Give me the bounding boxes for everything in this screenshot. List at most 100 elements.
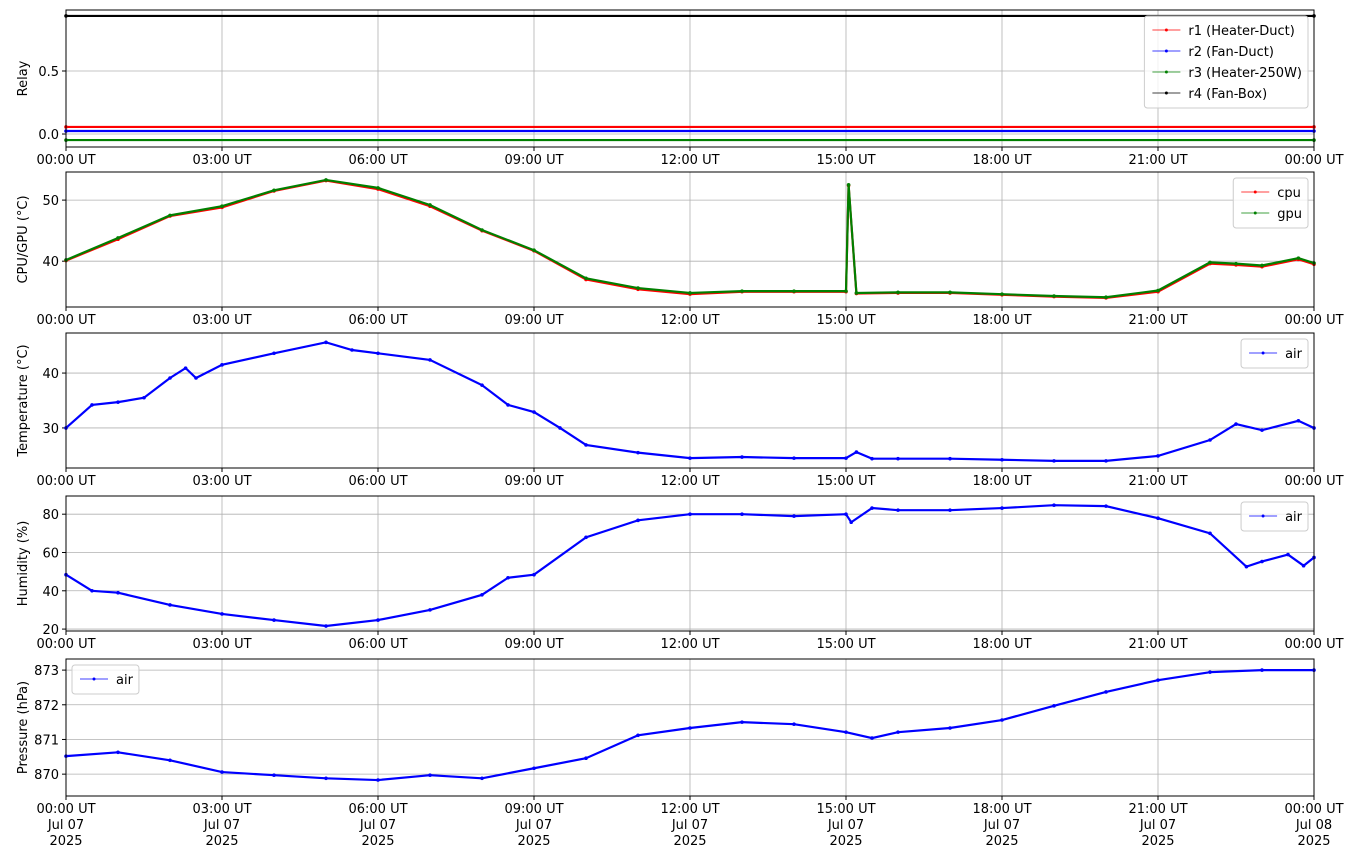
- point: [168, 376, 172, 380]
- series-line: [65, 504, 1315, 628]
- point: [272, 188, 276, 193]
- point: [844, 456, 848, 460]
- point: [272, 773, 276, 777]
- point: [506, 403, 510, 407]
- point: [870, 456, 874, 461]
- y-axis-label: Humidity (%): [16, 521, 31, 607]
- x-tick-label: 03:00 UT: [192, 637, 251, 652]
- x-tick-label: 03:00 UT: [192, 313, 251, 328]
- point: [844, 730, 848, 734]
- point: [636, 518, 640, 523]
- x-tick-label: 18:00 UT: [972, 474, 1031, 489]
- point: [1000, 506, 1004, 510]
- point: [584, 756, 588, 760]
- y-tick-label: 0.0: [38, 128, 59, 143]
- point: [116, 750, 120, 755]
- point: [1260, 668, 1264, 672]
- legend-box: [1143, 15, 1309, 109]
- point: [1208, 670, 1212, 674]
- point: [324, 178, 328, 182]
- legend-label: air: [116, 673, 134, 688]
- point: [168, 603, 172, 607]
- y-tick-label: 873: [34, 664, 59, 679]
- point: [116, 400, 120, 404]
- y-tick-label: 30: [42, 422, 59, 437]
- point: [688, 456, 692, 460]
- point: [792, 456, 796, 460]
- y-axis-label: Relay: [16, 60, 31, 96]
- point: [1052, 459, 1056, 463]
- y-tick-label: 870: [34, 768, 59, 783]
- point: [90, 588, 94, 593]
- x-tick-label: 12:00 UT: [660, 474, 719, 489]
- x-tick-label: 15:00 UT: [816, 474, 875, 489]
- x-tick-label: 18:00 UT Jul 07 2025: [972, 802, 1031, 849]
- point: [272, 618, 276, 622]
- point: [854, 450, 859, 454]
- point: [792, 289, 796, 293]
- point: [844, 512, 848, 516]
- point: [846, 183, 851, 187]
- legend: r1 (Heater-Duct) r2 (Fan-Duct) r3 (Heater-…: [1143, 15, 1309, 109]
- x-tick-label: 21:00 UT: [1128, 313, 1187, 328]
- point: [948, 508, 952, 512]
- point: [584, 535, 588, 540]
- point: [1052, 294, 1056, 298]
- point: [1000, 292, 1004, 296]
- x-tick-label: 00:00 UT: [36, 313, 95, 328]
- point: [1208, 438, 1212, 442]
- point: [584, 276, 588, 281]
- legend-label: r3 (Heater-250W): [1188, 66, 1302, 81]
- point: [376, 351, 380, 356]
- y-tick-label: 0.5: [38, 65, 59, 80]
- y-axis-label: CPU/GPU (°C): [16, 195, 31, 283]
- point: [1234, 422, 1238, 426]
- point: [688, 726, 692, 730]
- plot-frame: [65, 171, 1315, 308]
- point: [1234, 261, 1238, 266]
- point: [1000, 718, 1004, 722]
- x-tick-label: 21:00 UT: [1128, 474, 1187, 489]
- x-tick-label: 09:00 UT: [504, 637, 563, 652]
- point: [896, 456, 900, 461]
- point: [1301, 563, 1306, 568]
- point: [1104, 690, 1108, 694]
- x-tick-label: 18:00 UT: [972, 153, 1031, 168]
- legend-label: r2 (Fan-Duct): [1188, 45, 1274, 60]
- x-tick-label: 00:00 UT: [36, 474, 95, 489]
- point: [324, 340, 328, 345]
- x-tick-label: 21:00 UT: [1128, 637, 1187, 652]
- x-tick-label: 15:00 UT Jul 07 2025: [816, 802, 875, 849]
- point: [1104, 295, 1108, 300]
- point: [1260, 428, 1264, 432]
- x-tick-label: 00:00 UT: [1284, 637, 1343, 652]
- point: [480, 228, 484, 232]
- point: [1052, 704, 1056, 708]
- y-tick-label: 40: [42, 367, 59, 382]
- point: [849, 520, 853, 525]
- point: [1000, 457, 1004, 462]
- point: [324, 776, 328, 781]
- legend-box: [1232, 177, 1309, 229]
- point: [220, 204, 224, 209]
- point: [1156, 454, 1160, 458]
- point: [1156, 678, 1160, 682]
- point: [740, 720, 744, 724]
- point: [870, 736, 874, 740]
- point: [168, 213, 172, 218]
- series-line: [65, 341, 1315, 462]
- legend-box: [1240, 501, 1309, 532]
- point: [1104, 504, 1108, 508]
- legend-marker: [1253, 211, 1257, 215]
- point: [480, 776, 484, 781]
- x-tick-label: 12:00 UT: [660, 637, 719, 652]
- x-tick-label: 18:00 UT: [972, 313, 1031, 328]
- legend: cpu gpu: [1232, 177, 1309, 229]
- legend-marker: [1164, 49, 1168, 53]
- point: [532, 572, 536, 577]
- legend-label: gpu: [1277, 207, 1302, 222]
- point: [428, 358, 432, 362]
- x-tick-label: 12:00 UT Jul 07 2025: [660, 802, 719, 849]
- point: [1052, 503, 1056, 507]
- point: [480, 383, 484, 387]
